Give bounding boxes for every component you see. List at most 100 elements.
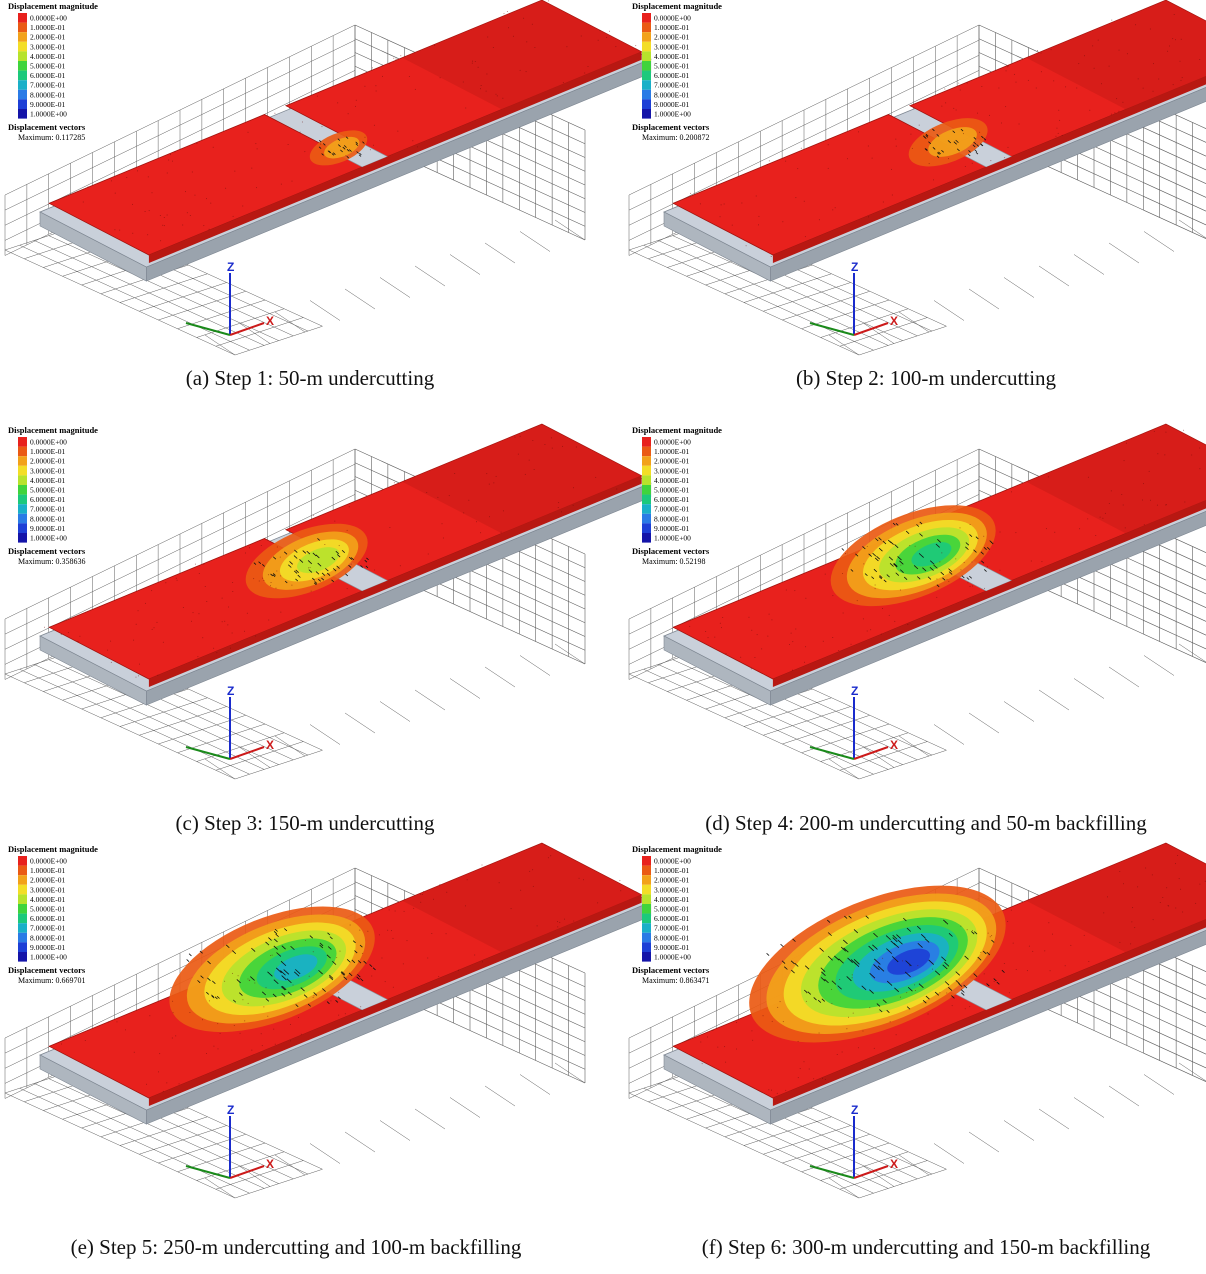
displacement-vector — [345, 573, 349, 577]
surface-speckle — [550, 855, 552, 857]
displacement-vector — [364, 559, 368, 563]
displacement-vector — [855, 553, 859, 557]
displacement-vector — [280, 960, 287, 967]
displacement-vector — [820, 967, 826, 972]
legend-level: 8.0000E-01 — [654, 933, 689, 942]
surface-speckle — [963, 561, 965, 563]
surface-speckle — [1199, 447, 1201, 449]
surface-speckle — [1045, 528, 1047, 530]
surface-speckle — [242, 205, 244, 207]
legend-level: 3.0000E-01 — [654, 885, 689, 894]
surface-speckle — [914, 545, 916, 547]
displacement-vector — [355, 141, 358, 145]
displacement-vector — [878, 547, 883, 552]
surface-speckle — [270, 955, 272, 957]
legend-level: 3.0000E-01 — [30, 466, 65, 475]
surface-speckle — [1159, 901, 1161, 903]
surface-speckle — [495, 475, 497, 477]
legend-swatch — [18, 513, 27, 524]
displacement-vector — [369, 964, 373, 968]
surface-speckle — [832, 595, 834, 597]
legend-level: 1.0000E+00 — [654, 110, 691, 119]
surface-speckle — [110, 661, 112, 663]
legend-level: 1.0000E+00 — [654, 534, 691, 543]
surface-speckle — [960, 925, 962, 927]
surface-speckle — [1078, 63, 1080, 65]
surface-speckle — [1104, 512, 1106, 514]
surface-speckle — [186, 212, 188, 214]
x-axis-label: X — [266, 1157, 274, 1171]
surface-speckle — [580, 35, 582, 37]
displacement-vector — [337, 996, 341, 1000]
legend-swatch — [642, 456, 651, 466]
surface-speckle — [1102, 517, 1104, 519]
surface-speckle — [762, 1015, 764, 1017]
displacement-vector — [887, 539, 892, 544]
surface-speckle — [304, 151, 306, 153]
surface-speckle — [487, 36, 489, 38]
surface-speckle — [1089, 109, 1091, 111]
surface-speckle — [526, 41, 528, 43]
surface-speckle — [336, 957, 338, 959]
surface-speckle — [575, 446, 577, 448]
legend-level: 9.0000E-01 — [30, 100, 65, 109]
displacement-vector — [293, 570, 298, 574]
displacement-vector — [918, 553, 924, 558]
surface-speckle — [822, 640, 824, 642]
legend-level: 2.0000E-01 — [654, 457, 689, 466]
surface-speckle — [1001, 122, 1003, 124]
displacement-vector — [317, 578, 321, 582]
surface-speckle — [560, 511, 562, 513]
displacement-vector — [357, 960, 362, 964]
surface-speckle — [147, 176, 149, 178]
displacement-vector — [883, 579, 887, 583]
displacement-vector — [895, 523, 899, 526]
surface-speckle — [788, 643, 790, 645]
base-side-left — [663, 1054, 771, 1125]
displacement-vector — [868, 553, 872, 557]
surface-speckle — [224, 620, 226, 622]
displacement-vector — [948, 986, 953, 991]
legend-swatch — [18, 70, 27, 81]
displacement-vector — [345, 136, 349, 139]
legend-swatch — [642, 89, 651, 100]
surface-speckle — [349, 924, 351, 926]
legend-swatch — [18, 942, 27, 952]
surface-speckle — [966, 82, 968, 84]
surface-speckle — [805, 597, 807, 599]
surface-speckle — [174, 151, 176, 153]
surface-speckle — [557, 921, 559, 923]
surface-speckle — [1118, 110, 1120, 112]
displacement-vector — [312, 552, 317, 557]
x-axis — [229, 322, 265, 336]
displacement-vector — [331, 153, 335, 156]
displacement-vector — [362, 141, 365, 144]
surface-speckle — [776, 1092, 778, 1094]
surface-speckle — [165, 582, 167, 584]
surface-speckle — [707, 637, 709, 639]
legend-swatch — [642, 884, 651, 895]
surface-speckle — [246, 612, 248, 614]
surface-speckle — [1008, 992, 1010, 994]
surface-speckle — [908, 965, 910, 967]
surface-speckle — [797, 1040, 799, 1042]
surface-speckle — [867, 145, 869, 147]
surface-speckle — [203, 225, 205, 227]
surface-speckle — [175, 1035, 177, 1037]
legend-swatch — [642, 523, 651, 533]
surface-speckle — [874, 584, 876, 586]
surface-speckle — [640, 53, 642, 55]
legend-swatch — [18, 41, 27, 52]
surface-speckle — [114, 229, 116, 231]
legend-swatch — [18, 485, 27, 495]
displacement-vector — [363, 960, 367, 964]
displacement-vector — [882, 540, 887, 545]
surface-speckle — [378, 934, 380, 936]
displacement-vector — [919, 521, 923, 525]
legend-vectors-title: Displacement vectors — [8, 546, 86, 556]
surface-speckle — [251, 167, 253, 169]
surface-speckle — [741, 202, 743, 204]
displacement-vector — [986, 547, 990, 550]
